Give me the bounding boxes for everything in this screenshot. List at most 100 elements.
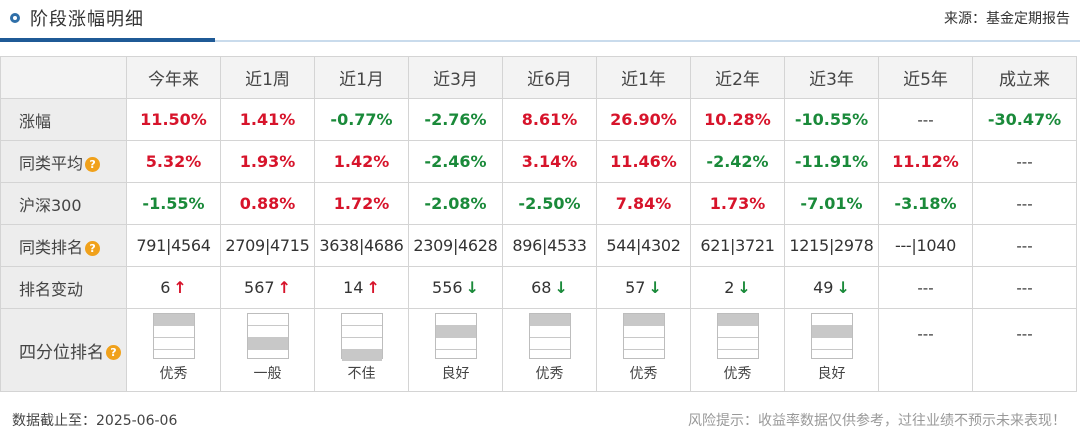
- table-row-biandong: 排名变动 6 ↑ 567 ↑ 14 ↑ 556 ↓ 68 ↓ 57 ↓ 2 ↓ 49 ↓ --- ---: [0, 266, 1077, 309]
- quartile-segment: [623, 338, 664, 350]
- header-divider: [0, 40, 1080, 42]
- quartile-label: ---: [1016, 325, 1033, 343]
- col-header: 成立来: [972, 56, 1077, 99]
- quartile-segment: [247, 326, 288, 338]
- rank-change-cell: 57 ↓: [596, 266, 691, 309]
- row-label-text: 涨幅: [19, 111, 52, 131]
- quartile-indicator: 优秀: [503, 309, 596, 391]
- col-header: 近1月: [314, 56, 409, 99]
- value-cell: ---: [972, 140, 1077, 183]
- value-text: -2.42%: [706, 152, 769, 171]
- arrow-up-icon: ↑: [173, 278, 187, 297]
- quartile-segment: [717, 314, 758, 326]
- quartile-segment: [153, 338, 194, 350]
- quartile-cell: 良好: [784, 308, 879, 392]
- col-header: 今年来: [126, 56, 221, 99]
- value-text: 11.50%: [140, 110, 207, 129]
- value-text: 7.84%: [615, 194, 672, 213]
- quartile-bars-icon: [246, 313, 289, 359]
- value-text: 26.90%: [610, 110, 677, 129]
- rank-cell: 896|4533: [502, 224, 597, 267]
- quartile-label: 良好: [817, 366, 846, 382]
- rank-text: 3638|4686: [319, 236, 404, 255]
- arrow-up-icon: ↑: [277, 278, 291, 297]
- value-cell: -30.47%: [972, 98, 1077, 141]
- value-cell: 11.12%: [878, 140, 973, 183]
- quartile-segment: [623, 314, 664, 326]
- quartile-label: 一般: [253, 366, 282, 382]
- rank-text: ---|1040: [894, 236, 957, 255]
- quartile-segment: [435, 338, 476, 350]
- value-text: -11.91%: [794, 152, 869, 171]
- value-cell: 5.32%: [126, 140, 221, 183]
- quartile-cell: 优秀: [126, 308, 221, 392]
- rank-text: 544|4302: [606, 236, 681, 255]
- value-text: 1.42%: [333, 152, 390, 171]
- quartile-label: 优秀: [535, 366, 564, 382]
- value-cell: -10.55%: [784, 98, 879, 141]
- help-icon[interactable]: ?: [85, 156, 101, 172]
- value-text: -2.08%: [424, 194, 487, 213]
- rank-cell: 544|4302: [596, 224, 691, 267]
- rank-change-cell: 68 ↓: [502, 266, 597, 309]
- value-cell: -2.76%: [408, 98, 503, 141]
- row-label-biandong: 排名变动: [0, 266, 127, 309]
- quartile-cell: ---: [878, 308, 973, 392]
- value-cell: 1.72%: [314, 182, 409, 225]
- value-cell: -3.18%: [878, 182, 973, 225]
- value-cell: -2.42%: [690, 140, 785, 183]
- quartile-cell: ---: [972, 308, 1077, 392]
- quartile-segment: [529, 314, 570, 326]
- row-label-paiming: 同类排名?: [0, 224, 127, 267]
- value-text: -2.50%: [518, 194, 581, 213]
- rank-text: ---: [1016, 237, 1033, 255]
- value-text: 1.73%: [709, 194, 766, 213]
- quartile-segment: [529, 338, 570, 350]
- quartile-cell: 优秀: [690, 308, 785, 392]
- header-row: 今年来 近1周 近1月 近3月 近6月 近1年 近2年 近3年 近5年 成立来: [0, 56, 1077, 99]
- value-cell: ---: [878, 98, 973, 141]
- rank-cell: 1215|2978: [784, 224, 879, 267]
- quartile-segment: [623, 326, 664, 338]
- quartile-empty: ---: [973, 309, 1076, 391]
- quartile-segment: [811, 326, 852, 338]
- value-cell: -2.46%: [408, 140, 503, 183]
- value-cell: 1.42%: [314, 140, 409, 183]
- help-icon[interactable]: ?: [106, 345, 121, 360]
- value-cell: -1.55%: [126, 182, 221, 225]
- col-header: 近3月: [408, 56, 503, 99]
- data-date-note: 数据截止至：2025-06-06: [12, 413, 178, 429]
- row-label-tonglei: 同类平均?: [0, 140, 127, 183]
- quartile-segment: [717, 338, 758, 350]
- row-label-hushen: 沪深300: [0, 182, 127, 225]
- value-text: 11.46%: [610, 152, 677, 171]
- row-label-text: 同类排名: [19, 237, 84, 257]
- rank-change-cell: 567 ↑: [220, 266, 315, 309]
- rank-text: 621|3721: [700, 236, 775, 255]
- rank-change-cell: 2 ↓: [690, 266, 785, 309]
- value-text: -10.55%: [794, 110, 869, 129]
- col-header: 近6月: [502, 56, 597, 99]
- quartile-indicator: 一般: [221, 309, 314, 391]
- rank-change-text: 2: [724, 278, 735, 297]
- table-row-tonglei: 同类平均? 5.32% 1.93% 1.42% -2.46% 3.14% 11.46% -2.…: [0, 140, 1077, 183]
- quartile-segment: [811, 314, 852, 326]
- rank-change-text: 6: [160, 278, 171, 297]
- quartile-bars-icon: [152, 313, 195, 359]
- rank-change-text: 14: [343, 278, 364, 297]
- circle-icon: [10, 13, 20, 23]
- value-text: -2.76%: [424, 110, 487, 129]
- quartile-segment: [153, 326, 194, 338]
- help-icon[interactable]: ?: [85, 240, 101, 256]
- arrow-up-icon: ↑: [366, 278, 380, 297]
- quartile-bars-icon: [528, 313, 571, 359]
- rank-change-cell: 14 ↑: [314, 266, 409, 309]
- rank-change-cell: 6 ↑: [126, 266, 221, 309]
- risk-disclaimer: 风险提示：收益率数据仅供参考，过往业绩不预示未来表现！: [688, 413, 1066, 429]
- rank-cell: 2309|4628: [408, 224, 503, 267]
- quartile-segment: [436, 350, 476, 361]
- quartile-segment: [341, 338, 382, 350]
- col-header: 近1周: [220, 56, 315, 99]
- value-text: 0.88%: [239, 194, 296, 213]
- rank-text: 2309|4628: [413, 236, 498, 255]
